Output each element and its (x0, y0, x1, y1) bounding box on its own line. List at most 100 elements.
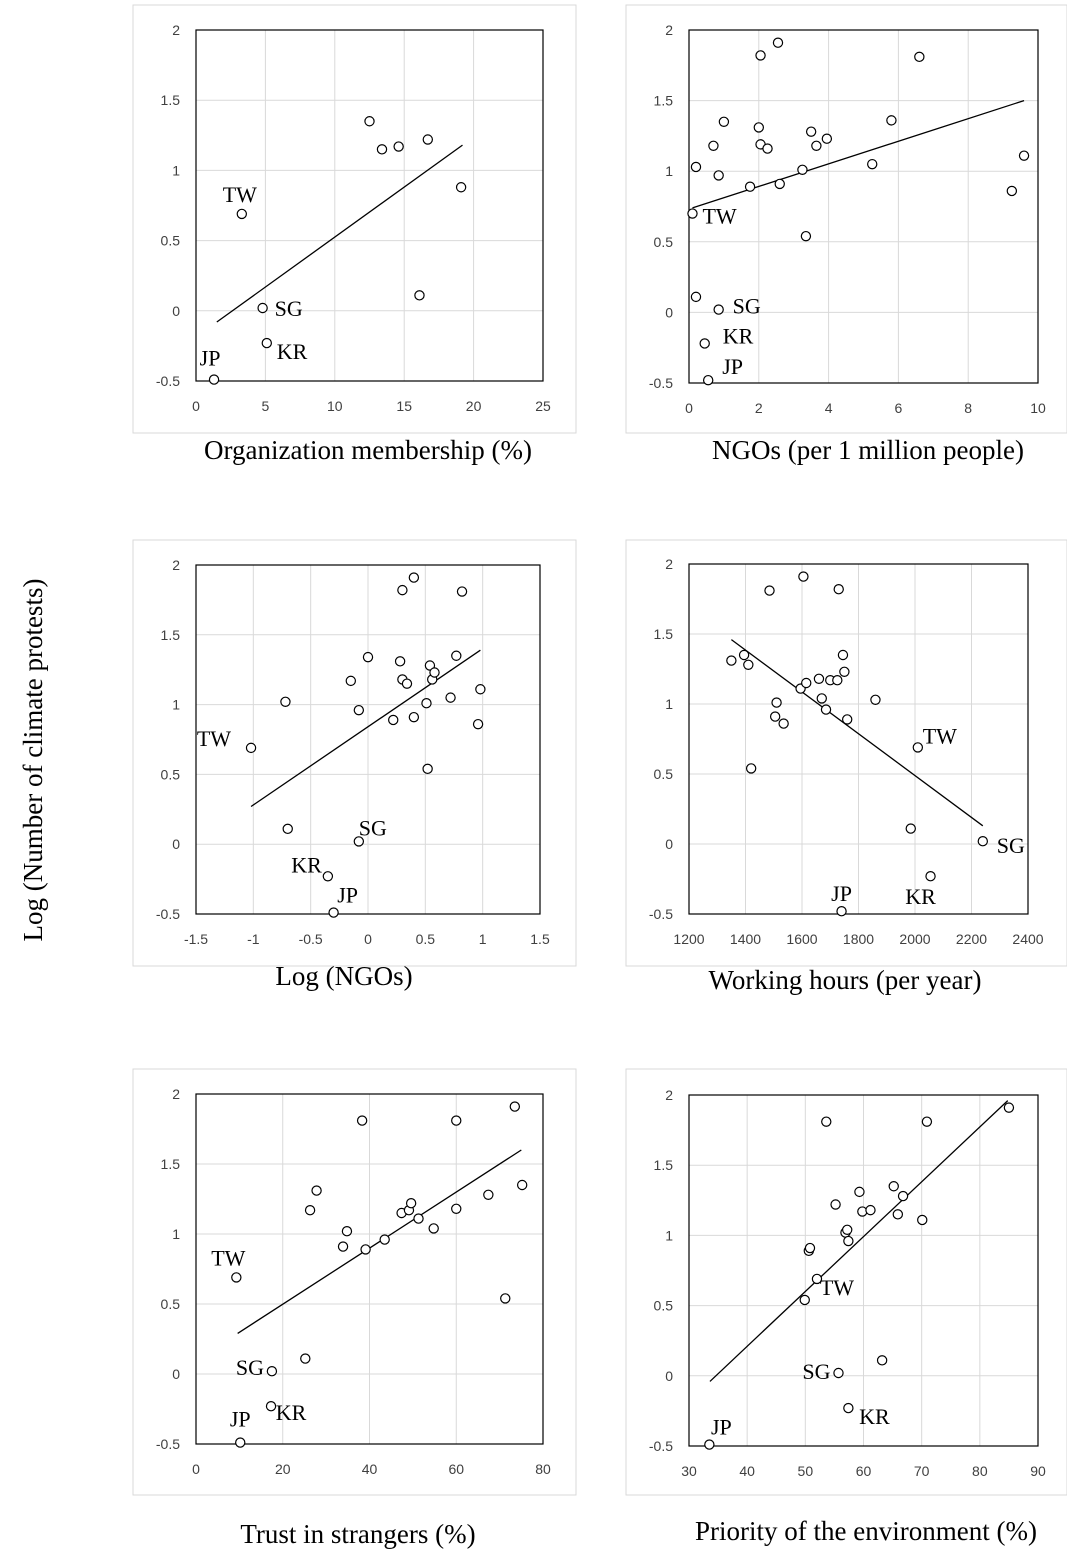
data-point (337, 1241, 349, 1252)
point-label-jp: JP (200, 346, 221, 371)
y-tick-label: 1.5 (654, 1157, 674, 1173)
y-tick-label: 0 (172, 1366, 180, 1382)
x-tick-label: 70 (914, 1463, 930, 1479)
data-point (428, 1223, 439, 1234)
x-axis-title: Priority of the environment (%) (695, 1516, 1037, 1546)
data-point (897, 1190, 909, 1202)
y-tick-label: 1 (665, 696, 673, 712)
data-point (376, 144, 388, 155)
data-point (764, 585, 775, 596)
data-point (774, 178, 785, 190)
data-point (800, 230, 812, 242)
data-point (280, 696, 291, 708)
x-tick-label: 30 (681, 1463, 697, 1479)
data-point (771, 697, 782, 708)
point-label-tw: TW (923, 723, 957, 748)
x-tick-label: 10 (327, 398, 343, 414)
x-tick-label: 1400 (730, 931, 761, 947)
x-tick-label: -1 (247, 931, 260, 947)
data-point (743, 659, 754, 671)
y-tick-label: 0 (665, 836, 673, 852)
data-point (414, 290, 425, 301)
data-point (816, 693, 827, 704)
data-point (360, 1244, 371, 1255)
data-point (821, 1116, 832, 1127)
y-tick-label: 2 (172, 1086, 180, 1102)
data-point (509, 1101, 521, 1112)
scatter-panel: -0.500.511.520 5 10 15 20 25TWSGKRJPOrganizat… (132, 4, 577, 465)
y-tick-label: 2 (172, 557, 180, 573)
x-tick-label: 2400 (1012, 931, 1043, 947)
data-point (778, 718, 789, 729)
data-point (445, 692, 456, 703)
point-label-kr: KR (859, 1404, 890, 1429)
data-point (687, 208, 698, 219)
data-point (708, 140, 719, 151)
y-tick-label: 0.5 (654, 1298, 674, 1314)
x-tick-label: 2200 (956, 931, 987, 947)
data-point (422, 763, 433, 775)
trend-line (730, 639, 984, 827)
data-point (811, 140, 822, 151)
data-point (762, 143, 773, 154)
x-tick-label: 1600 (786, 931, 817, 947)
y-tick-label: 1.5 (654, 93, 674, 109)
data-point (472, 718, 484, 730)
data-point (245, 742, 257, 754)
y-tick-label: 1 (665, 163, 673, 179)
data-point (745, 763, 757, 774)
data-point (304, 1204, 316, 1216)
point-label-kr: KR (905, 884, 936, 909)
x-axis-title: Trust in strangers (%) (240, 1519, 475, 1549)
x-axis-title: NGOs (per 1 million people) (712, 435, 1024, 465)
data-point (231, 1272, 242, 1283)
data-point (456, 586, 468, 597)
scatter-panel: -0.5 0 0.5 1 1.5 2 1200 1400 1600 1800 2000 2200 240… (625, 539, 1067, 995)
x-tick-label: 90 (1030, 1463, 1046, 1479)
y-tick-label: 2 (665, 1087, 673, 1103)
x-tick-label: 25 (535, 398, 551, 414)
data-point (1003, 1102, 1015, 1113)
x-tick-label: 80 (972, 1463, 988, 1479)
y-tick-label: 1.5 (161, 1156, 181, 1172)
data-point (500, 1293, 511, 1304)
data-point (300, 1353, 311, 1364)
scatter-panel: -0.5 0 0.5 1 1.5 2 30 40 50 60 70 80 90 TW SG KR JP Prior… (625, 1068, 1067, 1546)
y-tick-label: 0 (172, 303, 180, 319)
y-tick-label: 2 (172, 22, 180, 38)
x-tick-label: 15 (396, 398, 412, 414)
point-label-sg: SG (359, 815, 387, 840)
data-point (921, 1116, 933, 1127)
shared-y-axis-title: Log (Number of climate protests) (18, 579, 48, 942)
plot-frame (195, 29, 544, 382)
data-point (356, 1115, 368, 1126)
x-tick-label: 1.5 (530, 931, 550, 947)
y-tick-label: 1 (665, 1227, 673, 1243)
point-label-kr: KR (277, 339, 308, 364)
data-point (282, 823, 293, 835)
data-point (451, 1115, 462, 1126)
data-point (345, 675, 356, 687)
panel-background (132, 4, 577, 434)
x-tick-label: 1 (479, 931, 487, 947)
x-tick-label: 5 (262, 398, 270, 414)
point-label-sg: SG (997, 833, 1025, 858)
data-point (393, 141, 404, 152)
x-tick-label: -1.5 (184, 931, 208, 947)
data-point (516, 1179, 528, 1191)
point-label-jp: JP (711, 1415, 732, 1440)
y-tick-label: 0.5 (161, 1296, 181, 1312)
y-tick-label: 1 (172, 162, 180, 178)
trend-line (709, 1100, 1009, 1382)
point-label-sg: SG (802, 1359, 830, 1384)
data-point (738, 649, 750, 661)
y-tick-label: 2 (665, 22, 673, 38)
data-point (451, 650, 462, 661)
data-point (833, 584, 844, 595)
data-point (977, 836, 989, 847)
data-point (842, 714, 853, 725)
x-tick-label: 0 (364, 931, 372, 947)
data-point (876, 1355, 888, 1366)
data-point (379, 1234, 390, 1245)
